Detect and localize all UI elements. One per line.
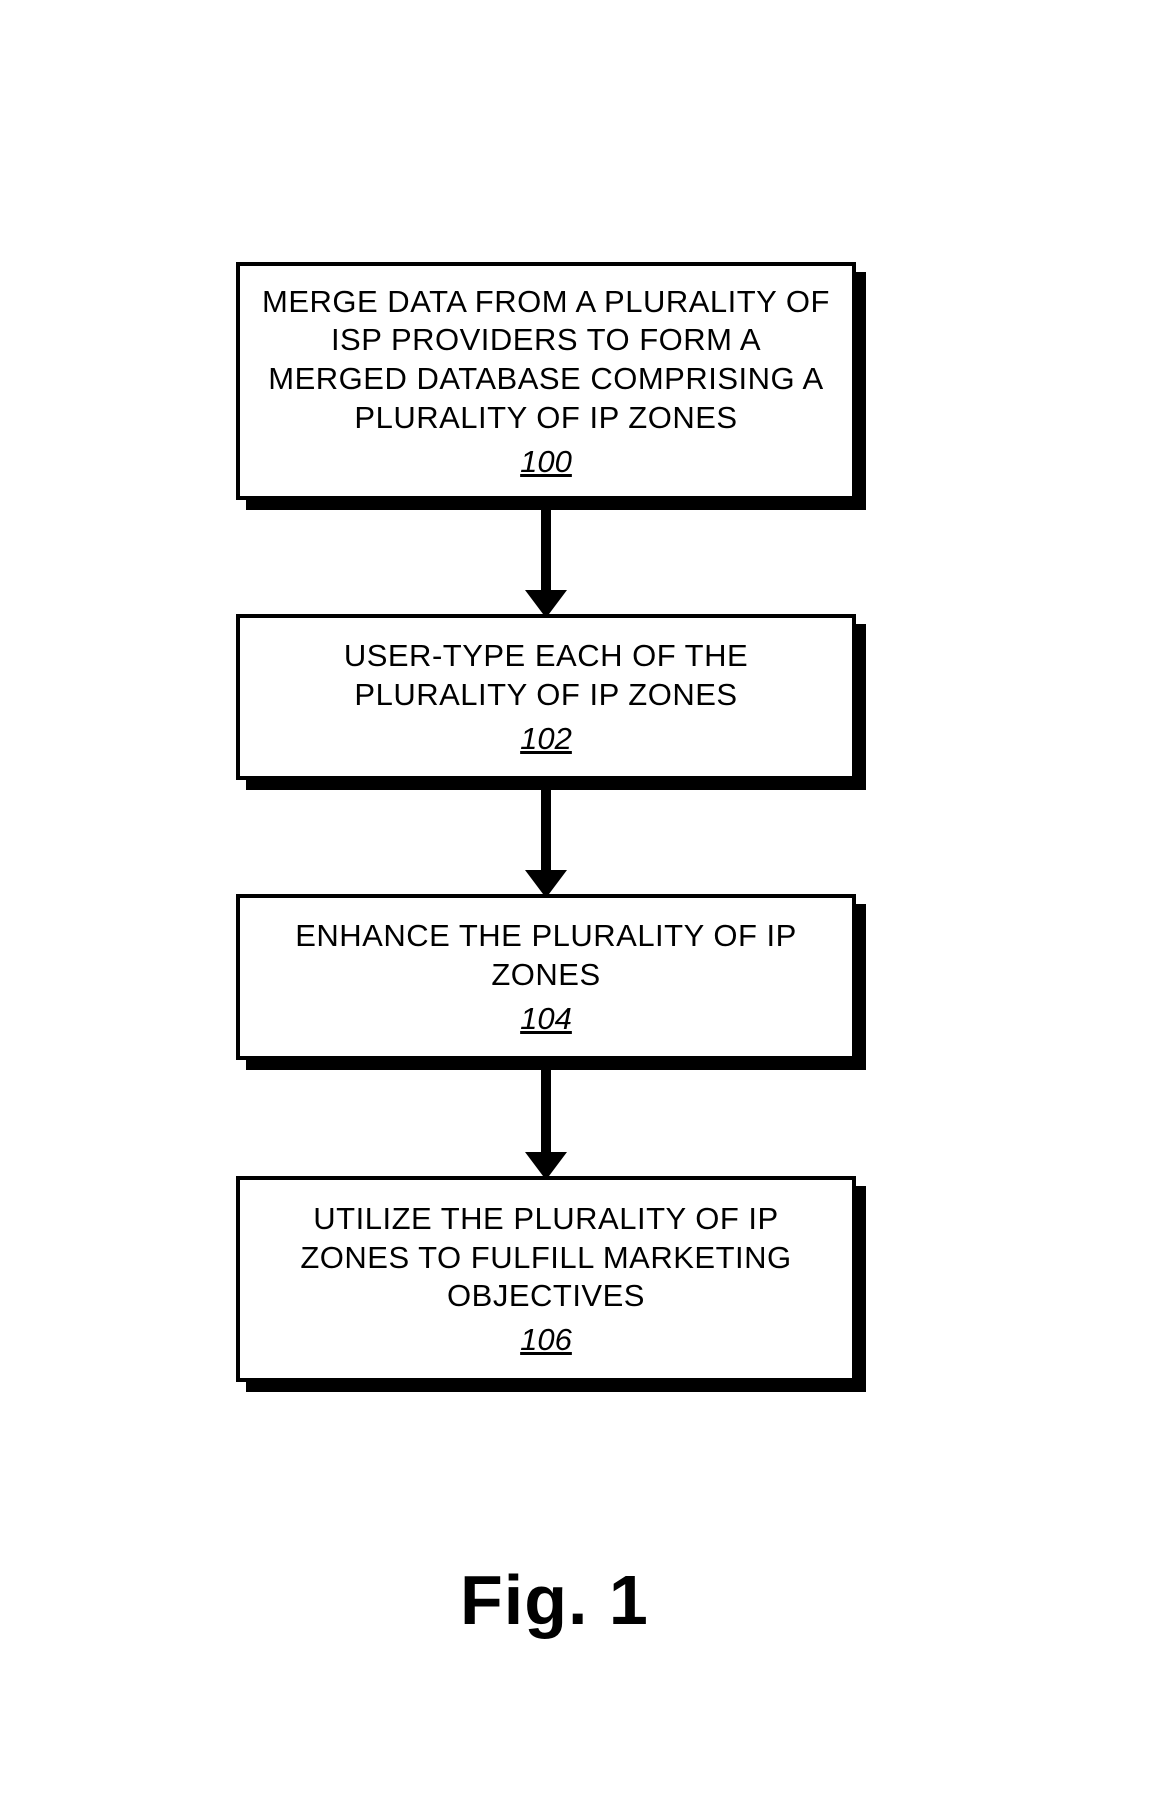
flow-node-n106: UTILIZE THE PLURALITY OF IP ZONES TO FUL…	[236, 1176, 856, 1382]
node-text: UTILIZE THE PLURALITY OF IP ZONES TO FUL…	[260, 1200, 832, 1316]
node-box: MERGE DATA FROM A PLURALITY OF ISP PROVI…	[236, 262, 856, 500]
flow-arrow	[521, 1060, 571, 1180]
figure-caption: Fig. 1	[460, 1560, 649, 1640]
flow-node-n100: MERGE DATA FROM A PLURALITY OF ISP PROVI…	[236, 262, 856, 500]
node-box: USER-TYPE EACH OF THE PLURALITY OF IP ZO…	[236, 614, 856, 780]
node-ref: 104	[520, 1001, 572, 1037]
flow-node-n102: USER-TYPE EACH OF THE PLURALITY OF IP ZO…	[236, 614, 856, 780]
node-ref: 102	[520, 721, 572, 757]
node-box: ENHANCE THE PLURALITY OF IP ZONES 104	[236, 894, 856, 1060]
flow-arrow	[521, 780, 571, 898]
node-text: USER-TYPE EACH OF THE PLURALITY OF IP ZO…	[260, 637, 832, 715]
node-text: ENHANCE THE PLURALITY OF IP ZONES	[260, 917, 832, 995]
flowchart-canvas: MERGE DATA FROM A PLURALITY OF ISP PROVI…	[0, 0, 1156, 1803]
node-ref: 106	[520, 1322, 572, 1358]
node-box: UTILIZE THE PLURALITY OF IP ZONES TO FUL…	[236, 1176, 856, 1382]
flow-node-n104: ENHANCE THE PLURALITY OF IP ZONES 104	[236, 894, 856, 1060]
node-ref: 100	[520, 444, 572, 480]
flow-arrow	[521, 500, 571, 618]
node-text: MERGE DATA FROM A PLURALITY OF ISP PROVI…	[260, 283, 832, 438]
